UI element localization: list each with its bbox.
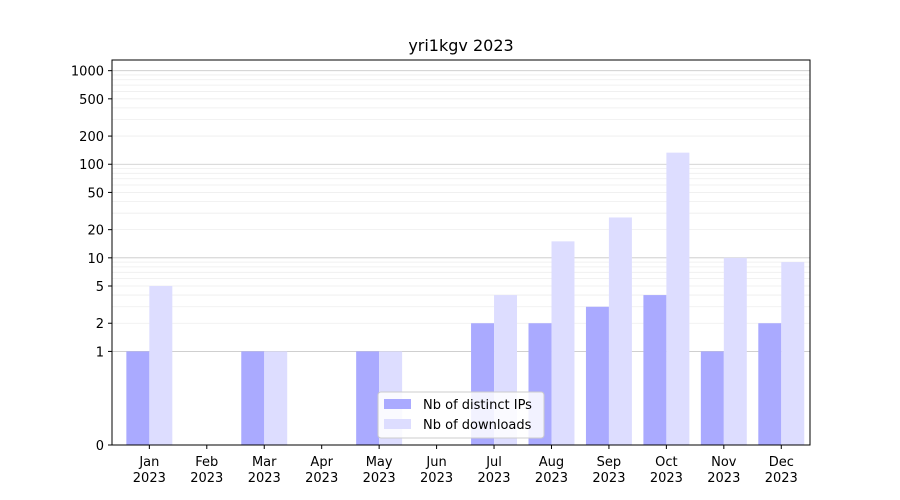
legend-box	[377, 391, 545, 439]
bar-downloads-oct	[666, 152, 690, 445]
y-tick-label: 200	[79, 130, 104, 145]
y-tick-label: 20	[87, 224, 104, 239]
axes: 0 1 2 5 10 20 50 100 200 500 1000 Jan 2023 Feb 2023 Mar…	[71, 59, 811, 486]
x-tick-label: Aug 2023	[535, 455, 568, 486]
x-tick-label: Sep 2023	[592, 455, 625, 486]
x-tick-label: Apr 2023	[305, 455, 338, 486]
x-tick-label: Jun 2023	[420, 455, 453, 486]
bar-downloads-aug	[551, 241, 575, 445]
y-tick-label: 2	[96, 317, 104, 332]
legend-swatch	[384, 419, 411, 429]
chart-title: yri1kgv 2023	[408, 36, 513, 55]
bar-ips-mar	[241, 351, 265, 445]
y-tick-label: 100	[79, 158, 104, 173]
y-tick-label: 0	[96, 439, 104, 454]
x-tick-label: Jul 2023	[477, 455, 510, 486]
bar-downloads-dec	[781, 262, 805, 445]
bar-ips-sep	[585, 306, 609, 445]
x-tick-label: Nov 2023	[707, 455, 740, 486]
y-tick-label: 5	[96, 280, 104, 295]
bar-downloads-mar	[264, 351, 288, 445]
x-tick-label: May 2023	[363, 455, 396, 486]
x-tick-label: Oct 2023	[650, 455, 683, 486]
x-tick-label: Feb 2023	[190, 455, 223, 486]
bar-downloads-nov	[723, 257, 747, 445]
x-tick-label: Dec 2023	[765, 455, 798, 486]
y-tick-label: 10	[87, 252, 104, 267]
grid-lines	[112, 70, 810, 352]
bar-downloads-sep	[608, 217, 632, 445]
y-tick-label: 50	[87, 186, 104, 201]
bar-ips-oct	[643, 295, 667, 445]
legend: Nb of distinct IPs Nb of downloads	[377, 391, 545, 439]
y-tick-label: 1	[96, 345, 104, 360]
y-tick-label: 500	[79, 93, 104, 108]
bar-ips-dec	[758, 323, 782, 445]
bar-downloads-jan	[149, 286, 173, 445]
bar-ips-may	[356, 351, 380, 445]
y-tick-label: 1000	[71, 65, 104, 80]
legend-swatch	[384, 399, 411, 409]
legend-label: Nb of downloads	[423, 418, 532, 433]
bar-ips-nov	[700, 351, 724, 445]
x-tick-label: Mar 2023	[248, 455, 281, 486]
plot-frame	[111, 59, 811, 446]
x-tick-label: Jan 2023	[133, 455, 166, 486]
bar-ips-jan	[126, 351, 150, 445]
legend-label: Nb of distinct IPs	[423, 398, 532, 413]
